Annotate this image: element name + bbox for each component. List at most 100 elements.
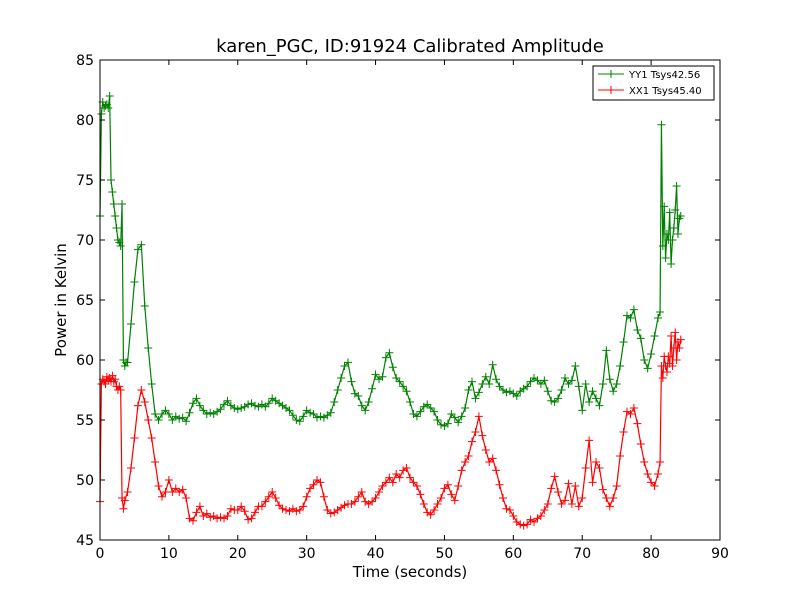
- data-point: [488, 360, 497, 369]
- data-point: [406, 398, 414, 406]
- data-point: [468, 437, 476, 446]
- data-point: [468, 377, 476, 386]
- data-point: [313, 413, 321, 422]
- data-point: [192, 508, 201, 517]
- data-point: [189, 516, 197, 525]
- data-point: [244, 515, 253, 524]
- data-point: [658, 374, 667, 382]
- data-point: [488, 454, 497, 463]
- legend-marker-yy1: [607, 70, 615, 78]
- data-point: [629, 305, 638, 314]
- data-point: [516, 520, 525, 529]
- data-point: [605, 502, 614, 511]
- data-point: [668, 236, 677, 244]
- data-point: [285, 406, 294, 415]
- data-point: [178, 485, 187, 494]
- data-point: [461, 404, 470, 412]
- data-point: [133, 401, 142, 410]
- data-point: [178, 413, 187, 422]
- data-point: [671, 328, 680, 337]
- series-xx1: [96, 328, 685, 530]
- data-point: [588, 387, 597, 396]
- data-point: [378, 482, 387, 490]
- data-point: [385, 348, 394, 357]
- data-point: [97, 110, 106, 118]
- data-point: [419, 500, 428, 508]
- data-point: [392, 374, 401, 382]
- data-point: [550, 472, 559, 481]
- data-point: [107, 176, 116, 184]
- data-point: [154, 416, 163, 424]
- data-point: [402, 464, 411, 472]
- data-point: [629, 404, 638, 412]
- data-point: [237, 404, 246, 412]
- data-point: [523, 520, 532, 529]
- data-point: [540, 376, 549, 385]
- data-point: [226, 504, 235, 513]
- data-point: [202, 509, 211, 518]
- data-point: [326, 408, 335, 417]
- data-point: [168, 416, 177, 424]
- data-point: [567, 376, 576, 385]
- data-point: [133, 245, 142, 254]
- data-point: [457, 466, 466, 475]
- y-tick-label: 75: [76, 173, 94, 189]
- data-point: [340, 501, 349, 510]
- data-point: [602, 346, 611, 355]
- data-point: [543, 500, 552, 508]
- data-point: [251, 401, 259, 410]
- data-point: [340, 362, 349, 370]
- data-point: [672, 356, 681, 364]
- data-point: [647, 350, 656, 358]
- data-point: [333, 386, 342, 394]
- data-point: [673, 230, 682, 238]
- data-point: [381, 478, 390, 487]
- data-point: [111, 212, 120, 220]
- data-point: [295, 506, 304, 514]
- data-point: [633, 326, 642, 334]
- data-point: [433, 500, 442, 508]
- data-point: [585, 436, 594, 445]
- data-point: [368, 384, 377, 393]
- data-point: [581, 380, 590, 388]
- data-point: [247, 514, 256, 523]
- data-point: [371, 494, 380, 502]
- data-point: [650, 332, 659, 340]
- data-point: [519, 521, 528, 530]
- data-point: [592, 458, 600, 466]
- data-point: [543, 387, 552, 396]
- data-point: [485, 458, 494, 466]
- data-point: [206, 513, 215, 522]
- data-point: [561, 496, 569, 505]
- data-point: [585, 398, 594, 406]
- y-tick-label: 50: [76, 473, 94, 489]
- data-point: [619, 428, 628, 436]
- data-point: [595, 464, 604, 472]
- data-point: [574, 382, 583, 391]
- data-point: [502, 504, 511, 513]
- data-point: [123, 488, 132, 496]
- y-axis-label: Power in Kelvin: [52, 243, 70, 357]
- data-point: [447, 490, 456, 499]
- data-point: [430, 407, 439, 416]
- data-point: [561, 374, 569, 382]
- data-point: [347, 377, 356, 386]
- data-point: [437, 494, 445, 502]
- data-point: [423, 400, 432, 409]
- data-point: [464, 452, 473, 460]
- data-point: [433, 416, 442, 424]
- data-point: [171, 484, 180, 493]
- legend-label-yy1: YY1 Tsys42.56: [628, 70, 700, 81]
- data-point: [554, 394, 563, 403]
- data-point: [385, 473, 394, 482]
- data-point: [588, 478, 597, 487]
- data-point: [244, 400, 253, 409]
- data-point: [130, 434, 139, 442]
- data-point: [202, 410, 211, 418]
- data-point: [105, 92, 114, 100]
- data-point: [512, 392, 521, 400]
- data-point: [640, 458, 649, 466]
- data-point: [378, 372, 387, 381]
- data-point: [581, 464, 590, 472]
